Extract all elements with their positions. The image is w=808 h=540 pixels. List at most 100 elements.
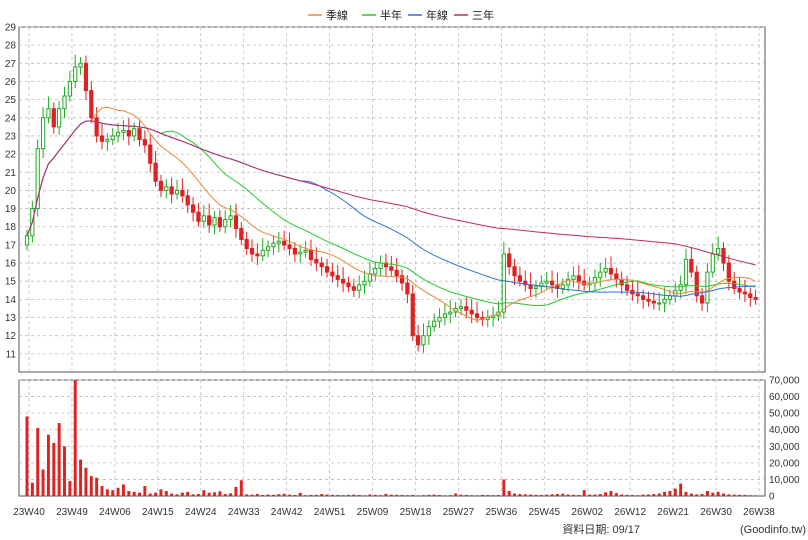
- volume-bar: [518, 494, 522, 496]
- volume-bar: [732, 494, 736, 496]
- volume-bar: [138, 492, 141, 496]
- candle-body: [383, 262, 389, 268]
- candle-body: [571, 275, 576, 280]
- volume-bar: [63, 446, 66, 496]
- candle-body: [255, 253, 260, 257]
- candle-body: [169, 186, 174, 195]
- candle-body: [357, 284, 362, 291]
- volume-bar: [95, 477, 99, 496]
- volume-bar: [330, 494, 334, 496]
- volume-bar: [480, 494, 484, 496]
- volume-bar: [148, 493, 152, 496]
- volume-bar: [609, 491, 613, 496]
- x-tick-label: 26W21: [657, 507, 689, 518]
- price-tick-label: 20: [5, 186, 17, 197]
- ma-line-half-year: [26, 120, 756, 306]
- volume-bar: [180, 492, 184, 496]
- candle-body: [57, 108, 62, 128]
- volume-bar: [341, 495, 345, 496]
- volume-bar: [416, 495, 420, 496]
- volume-bar: [689, 493, 693, 496]
- volume-bar: [711, 492, 715, 496]
- x-tick-label: 25W09: [357, 507, 389, 518]
- volume-bar: [121, 484, 125, 496]
- volume-bar: [598, 494, 602, 496]
- volume-bar: [523, 494, 527, 496]
- candle-body: [276, 240, 281, 244]
- candle-body: [710, 253, 715, 273]
- legend-label-year: 年線: [426, 8, 448, 22]
- candle-body: [190, 204, 196, 213]
- volume-bar: [748, 495, 752, 496]
- volume-bar: [368, 494, 372, 496]
- candle-body: [678, 284, 683, 291]
- candle-body: [373, 268, 378, 275]
- candle-body: [158, 180, 164, 191]
- candle-body: [212, 217, 217, 226]
- candle-body: [249, 248, 255, 255]
- candle-body: [683, 258, 689, 286]
- volume-bar: [577, 495, 581, 496]
- price-tick-label: 19: [5, 204, 17, 215]
- candle-body: [646, 298, 651, 302]
- candle-body: [641, 295, 646, 300]
- x-tick-label: 24W24: [185, 507, 217, 518]
- volume-tick-label: 50,000: [769, 409, 800, 420]
- volume-bar: [84, 467, 88, 496]
- volume-bar: [673, 488, 677, 496]
- volume-bar: [79, 459, 83, 496]
- x-tick-label: 26W30: [700, 507, 732, 518]
- x-tick-label: 26W38: [743, 507, 775, 518]
- volume-bar: [588, 494, 592, 496]
- candle-body: [239, 228, 244, 240]
- candle-body: [105, 139, 110, 142]
- candle-body: [335, 275, 340, 280]
- volume-bar: [207, 492, 211, 496]
- x-tick-label: 24W51: [314, 507, 346, 518]
- volume-bar: [502, 479, 506, 496]
- volume-bar: [722, 493, 725, 496]
- volume-tick-label: 20,000: [769, 458, 800, 469]
- candle-body: [549, 280, 555, 286]
- candle-body: [324, 266, 330, 273]
- volume-bar: [668, 491, 672, 496]
- x-tick-label: 24W06: [99, 507, 131, 518]
- data-date-label: 資料日期: 09/17: [562, 522, 640, 536]
- candle-body: [282, 240, 287, 246]
- x-tick-label: 25W27: [443, 507, 475, 518]
- volume-bar: [314, 494, 318, 496]
- volume-bar: [304, 495, 308, 496]
- candle-body: [635, 293, 640, 297]
- candle-body: [121, 130, 126, 133]
- candle-body: [748, 293, 753, 299]
- volume-bar: [448, 495, 452, 496]
- volume-bar: [229, 493, 233, 496]
- candle-body: [705, 271, 710, 304]
- volume-bar: [652, 494, 656, 496]
- volume-bar: [293, 495, 297, 496]
- price-tick-label: 21: [5, 168, 17, 179]
- price-panel-frame: [18, 26, 766, 373]
- x-tick-label: 26W12: [614, 507, 646, 518]
- candle-body: [426, 326, 431, 337]
- volume-bar: [604, 492, 608, 496]
- volume-bar: [663, 491, 667, 496]
- volume-bar: [261, 495, 265, 496]
- volume-bar: [534, 494, 538, 496]
- volume-bar: [395, 494, 399, 496]
- volume-panel-frame: [18, 379, 766, 497]
- candle-body: [46, 108, 51, 119]
- candle-body: [464, 306, 469, 311]
- price-tick-label: 18: [5, 222, 17, 233]
- volume-bar: [657, 493, 661, 496]
- ma-line-three-year: [26, 120, 756, 266]
- volume-bar: [620, 494, 624, 496]
- candle-body: [362, 280, 367, 286]
- candle-body: [448, 311, 453, 315]
- candle-body: [298, 251, 303, 255]
- candle-body: [83, 62, 89, 92]
- legend-label-half-year: 半年: [380, 8, 402, 22]
- candle-body: [99, 135, 105, 142]
- candle-body: [217, 217, 222, 228]
